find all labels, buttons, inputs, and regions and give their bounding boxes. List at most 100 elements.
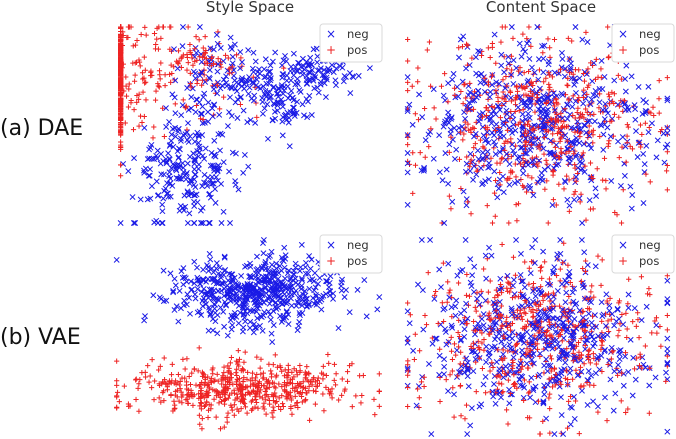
point-neg: [547, 149, 554, 156]
point-neg: [515, 104, 522, 111]
point-neg: [266, 95, 273, 102]
point-neg: [581, 249, 588, 256]
point-pos: [603, 186, 609, 192]
point-neg: [604, 124, 611, 131]
point-neg: [579, 387, 585, 394]
point-neg: [206, 75, 213, 82]
point-pos: [566, 208, 572, 214]
point-neg: [441, 363, 448, 370]
point-neg: [506, 181, 513, 188]
point-pos: [483, 390, 489, 396]
point-neg: [598, 299, 605, 306]
point-neg: [200, 285, 207, 292]
point-neg: [183, 169, 190, 176]
point-neg: [506, 386, 513, 393]
point-pos: [411, 356, 417, 363]
legend-vae-style: × neg + pos: [319, 234, 383, 274]
point-neg: [283, 72, 290, 79]
point-pos: [520, 107, 526, 113]
point-neg: [151, 219, 158, 226]
point-pos: [299, 399, 305, 405]
point-pos: [654, 330, 660, 336]
point-pos: [499, 24, 505, 30]
point-pos: [171, 398, 177, 404]
point-pos: [611, 91, 617, 97]
point-neg: [611, 77, 618, 84]
point-neg: [446, 141, 453, 148]
point-pos: [497, 169, 503, 176]
point-neg: [147, 195, 154, 202]
point-neg: [214, 40, 221, 47]
point-pos: [410, 150, 416, 156]
point-neg: [498, 394, 504, 401]
point-neg: [590, 398, 597, 405]
point-neg: [591, 118, 598, 125]
point-pos: [558, 149, 564, 155]
point-neg: [306, 92, 313, 99]
point-neg: [237, 49, 244, 55]
point-neg: [209, 105, 216, 112]
point-neg: [500, 133, 507, 140]
point-pos: [182, 366, 188, 372]
point-pos: [412, 111, 418, 117]
point-pos: [332, 382, 339, 388]
point-neg: [532, 293, 539, 300]
point-neg: [198, 220, 205, 226]
point-neg: [616, 356, 623, 362]
point-neg: [172, 282, 179, 289]
point-pos: [513, 95, 519, 101]
point-neg: [463, 196, 470, 203]
point-neg: [486, 163, 493, 170]
point-pos: [515, 201, 522, 207]
point-pos: [221, 364, 227, 370]
point-pos: [276, 381, 282, 387]
point-pos: [586, 123, 592, 129]
point-neg: [278, 96, 285, 103]
point-neg: [512, 127, 519, 134]
point-neg: [646, 382, 653, 389]
point-neg: [468, 405, 475, 412]
point-pos: [523, 189, 530, 195]
point-pos: [149, 72, 155, 78]
point-pos: [557, 266, 563, 272]
point-pos: [557, 136, 564, 142]
point-neg: [497, 275, 504, 282]
point-pos: [178, 55, 184, 61]
point-neg: [211, 137, 218, 144]
column-title-style-space: Style Space: [206, 0, 294, 16]
point-neg: [452, 303, 459, 310]
point-neg: [475, 48, 482, 55]
point-pos: [456, 156, 463, 162]
point-neg: [216, 111, 223, 118]
point-pos: [605, 54, 611, 61]
point-neg: [113, 256, 120, 263]
point-neg: [448, 304, 455, 311]
point-neg: [177, 137, 184, 144]
point-neg: [442, 118, 449, 125]
point-pos: [580, 70, 587, 77]
point-pos: [118, 139, 124, 145]
point-pos: [263, 411, 269, 417]
point-neg: [582, 95, 589, 102]
point-pos: [522, 122, 528, 128]
point-neg: [501, 69, 508, 76]
point-pos: [463, 95, 469, 101]
point-pos: [554, 111, 560, 118]
point-neg: [209, 173, 216, 180]
point-pos: [151, 397, 157, 403]
point-pos: [499, 241, 505, 248]
point-pos: [407, 312, 413, 318]
point-pos: [477, 313, 483, 319]
point-pos: [546, 72, 553, 78]
point-pos: [508, 98, 515, 104]
point-pos: [161, 355, 167, 361]
point-pos: [647, 179, 653, 185]
point-neg: [568, 124, 575, 131]
point-pos: [463, 41, 470, 47]
point-neg: [314, 59, 321, 66]
point-neg: [240, 169, 247, 176]
point-pos: [344, 378, 351, 384]
point-neg: [213, 31, 220, 38]
point-neg: [540, 92, 547, 99]
point-neg: [452, 156, 458, 162]
